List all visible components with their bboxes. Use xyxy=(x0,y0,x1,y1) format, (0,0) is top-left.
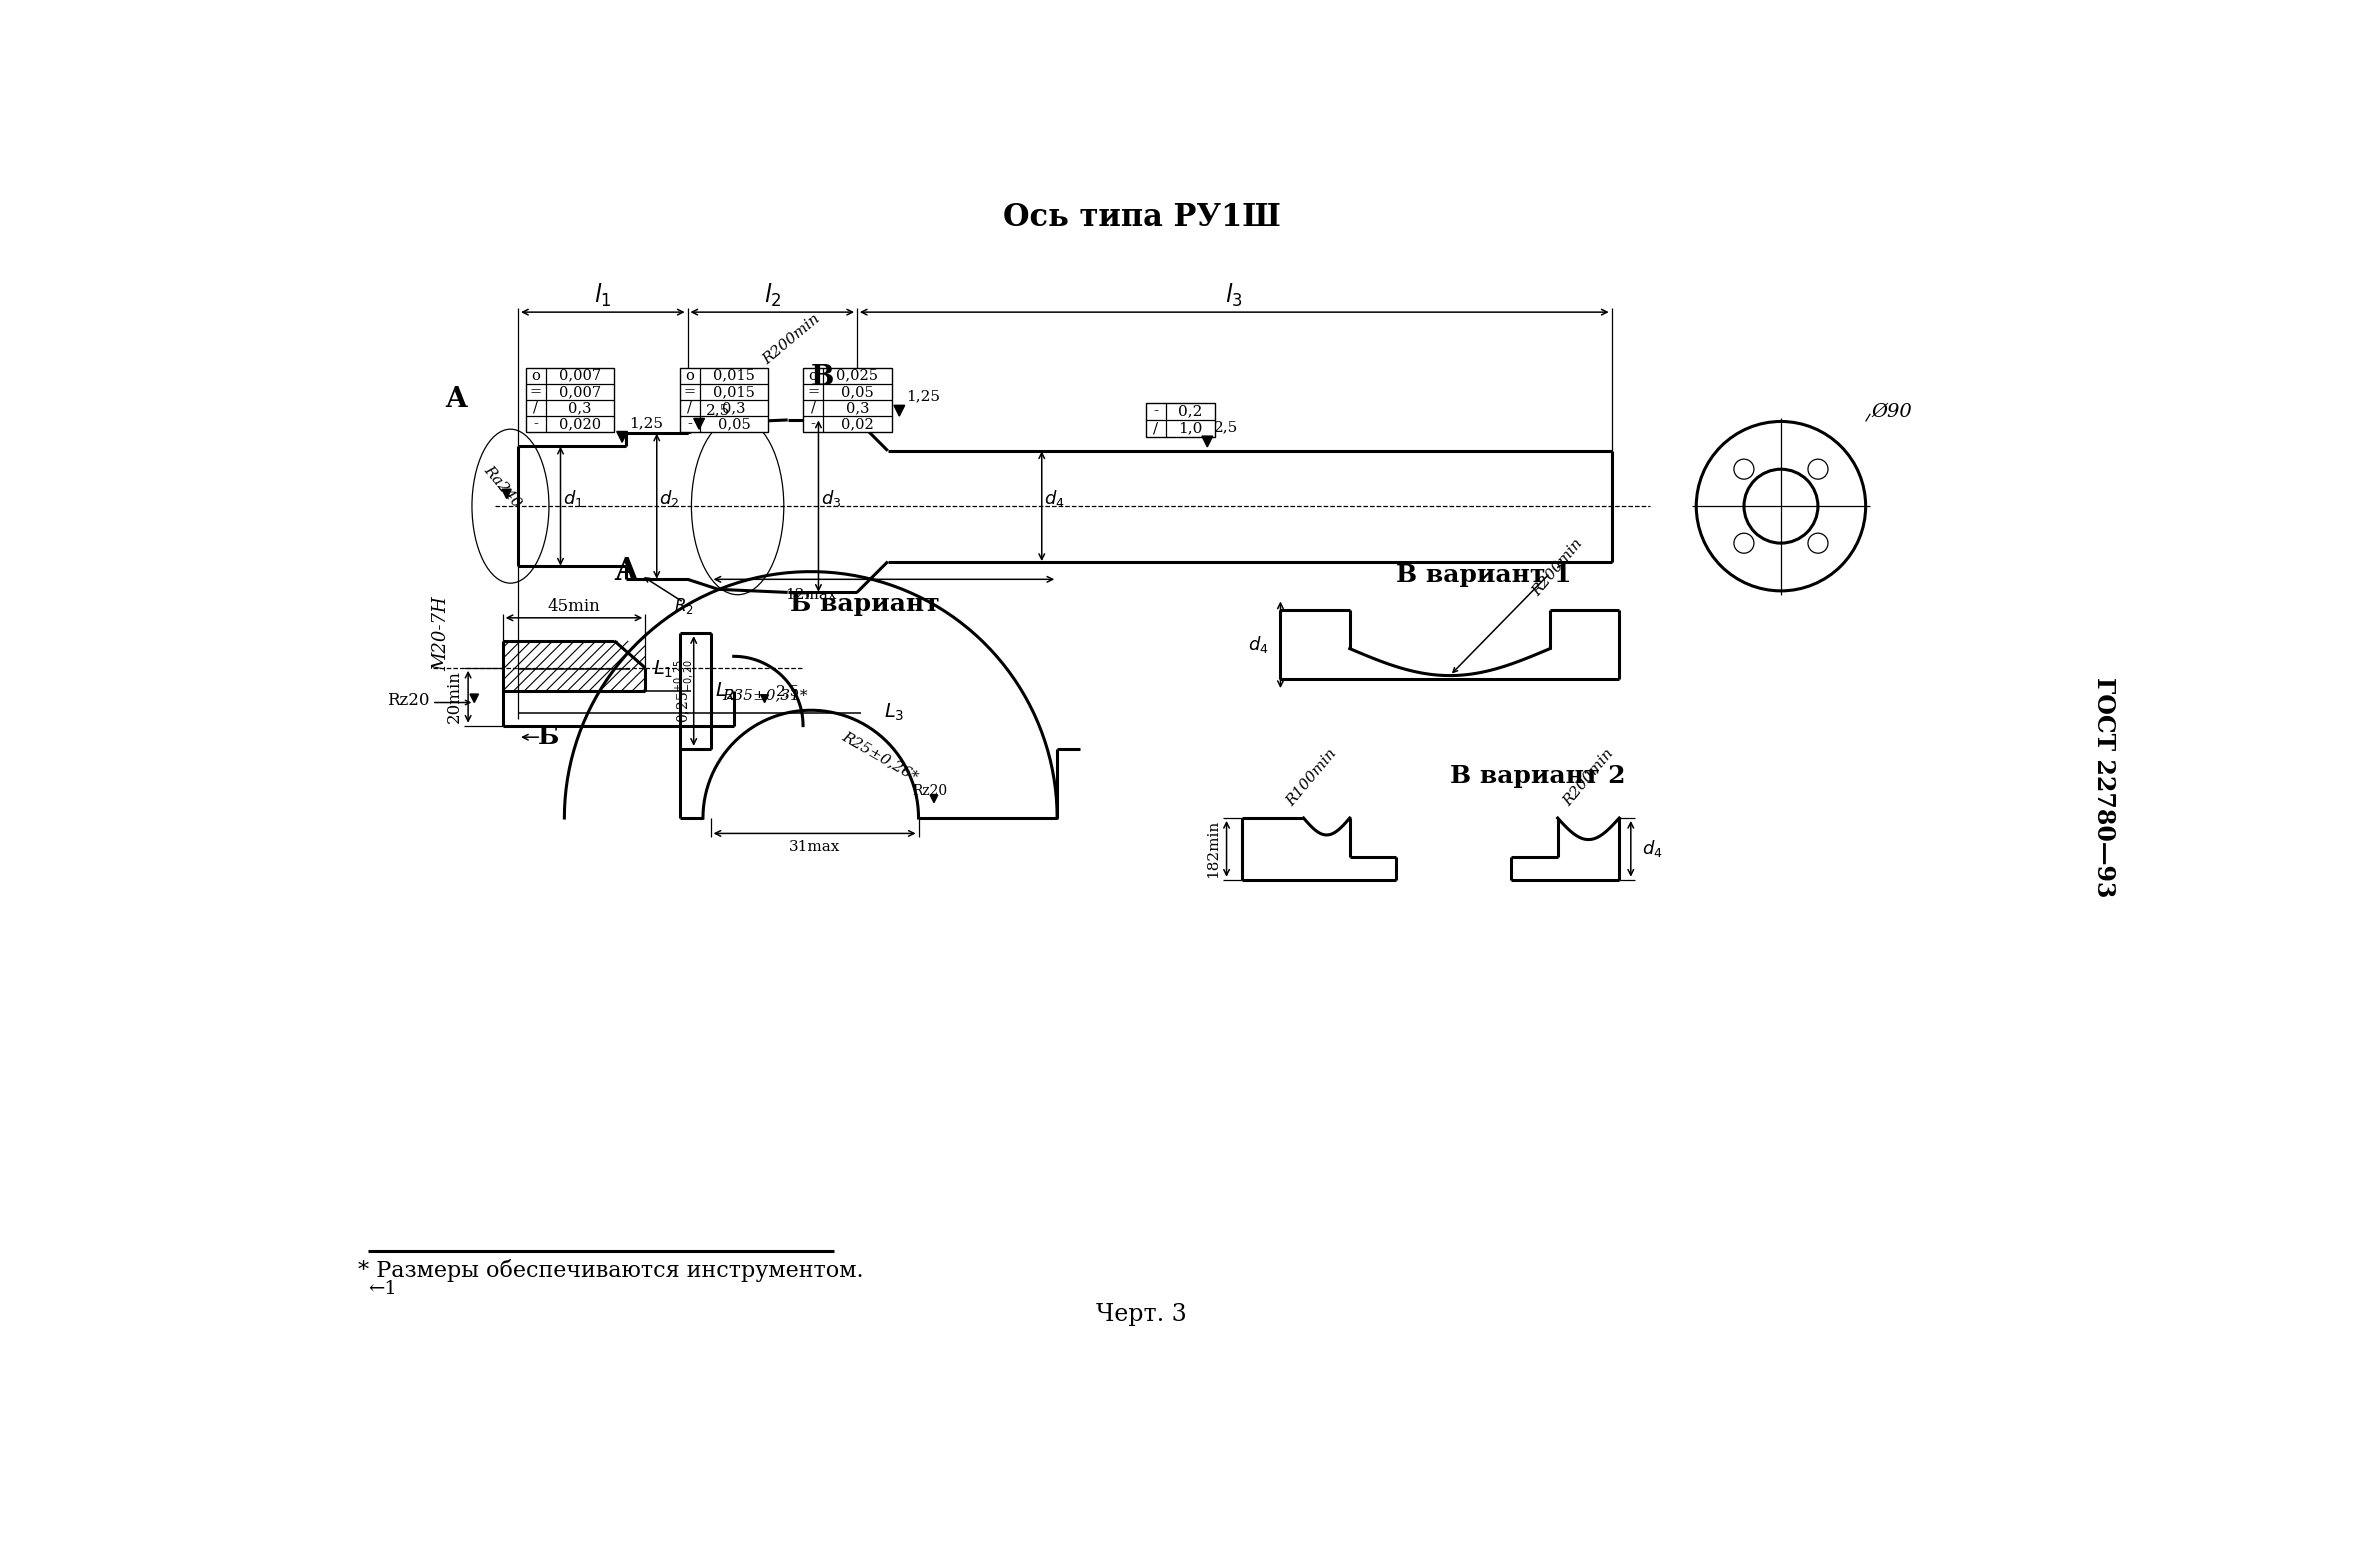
Text: 0,2: 0,2 xyxy=(1177,405,1203,419)
Text: $d_4$: $d_4$ xyxy=(1248,635,1270,655)
Text: $l_2$: $l_2$ xyxy=(764,282,781,309)
Text: Ось типа РУ1Ш: Ось типа РУ1Ш xyxy=(1004,202,1281,234)
Bar xyxy=(679,367,769,433)
Text: R200min: R200min xyxy=(1531,536,1585,599)
Text: $d_4$: $d_4$ xyxy=(1642,839,1663,859)
Text: Rz20: Rz20 xyxy=(914,784,947,798)
Text: $R_2$: $R_2$ xyxy=(674,596,693,616)
Text: 0,3: 0,3 xyxy=(845,401,869,416)
Polygon shape xyxy=(762,695,769,702)
Text: 0,05: 0,05 xyxy=(840,384,873,398)
Text: 45min: 45min xyxy=(548,597,600,615)
Text: -: - xyxy=(688,417,693,431)
Text: ГОСТ 22780—93: ГОСТ 22780—93 xyxy=(2093,677,2117,897)
Text: R35±0,31*: R35±0,31* xyxy=(721,688,807,702)
Text: 2,5: 2,5 xyxy=(707,403,731,417)
Text: /: / xyxy=(1153,422,1158,436)
Text: Б: Б xyxy=(539,724,560,750)
Text: В вариант 1: В вариант 1 xyxy=(1395,563,1571,588)
Text: -: - xyxy=(812,417,816,431)
Text: =: = xyxy=(683,384,695,398)
Text: Ø90: Ø90 xyxy=(1872,403,1913,422)
Text: 20min: 20min xyxy=(446,670,463,723)
Text: Rz20: Rz20 xyxy=(387,693,430,709)
Text: 0,025: 0,025 xyxy=(835,368,878,383)
Text: $d_1$: $d_1$ xyxy=(562,488,584,510)
Text: =: = xyxy=(807,384,819,398)
Text: o: o xyxy=(809,368,819,383)
Text: 1,25: 1,25 xyxy=(906,390,940,405)
Text: $l_3$: $l_3$ xyxy=(1224,282,1243,309)
Text: 0,3: 0,3 xyxy=(721,401,745,416)
Text: R200min: R200min xyxy=(1561,746,1616,809)
Text: o: o xyxy=(532,368,541,383)
Polygon shape xyxy=(503,489,510,499)
Text: $L_1$: $L_1$ xyxy=(653,659,674,681)
Text: 12max: 12max xyxy=(785,588,838,602)
Text: /: / xyxy=(534,401,539,416)
Text: Б вариант: Б вариант xyxy=(790,593,940,616)
Text: 0,007: 0,007 xyxy=(560,384,600,398)
Text: 2,5: 2,5 xyxy=(776,684,800,698)
Text: * Размеры обеспечиваются инструментом.: * Размеры обеспечиваются инструментом. xyxy=(358,1259,864,1281)
Text: 0,007: 0,007 xyxy=(560,368,600,383)
Text: $d_3$: $d_3$ xyxy=(821,488,840,510)
Polygon shape xyxy=(693,419,705,430)
Text: $d_2$: $d_2$ xyxy=(660,488,679,510)
Text: 0,020: 0,020 xyxy=(560,417,600,431)
Text: ←1: ←1 xyxy=(368,1279,396,1298)
Text: R25±0,26*: R25±0,26* xyxy=(840,729,921,784)
Text: 0,02: 0,02 xyxy=(840,417,873,431)
Text: /: / xyxy=(688,401,693,416)
Text: 31max: 31max xyxy=(788,840,840,855)
Text: $d_4$: $d_4$ xyxy=(1044,488,1065,510)
Text: M20-7H: M20-7H xyxy=(432,596,451,671)
Bar xyxy=(802,367,892,433)
Text: 1,25: 1,25 xyxy=(629,416,662,430)
Bar xyxy=(527,367,615,433)
Text: /: / xyxy=(812,401,816,416)
Text: 1,0: 1,0 xyxy=(1177,422,1203,436)
Polygon shape xyxy=(895,405,904,416)
Text: -: - xyxy=(534,417,539,431)
Text: 0,3: 0,3 xyxy=(570,401,591,416)
Text: 182min: 182min xyxy=(1205,820,1220,878)
Text: o: o xyxy=(686,368,695,383)
Text: B: B xyxy=(812,364,833,390)
Text: $L_2$: $L_2$ xyxy=(714,681,736,701)
Text: 0,25$^{+0,25}_{-0,20}$: 0,25$^{+0,25}_{-0,20}$ xyxy=(672,659,695,723)
Text: 0,05: 0,05 xyxy=(717,417,750,431)
Text: Ra240: Ra240 xyxy=(482,463,524,511)
Text: В вариант 2: В вариант 2 xyxy=(1450,764,1626,787)
Bar xyxy=(1146,403,1215,437)
Text: -: - xyxy=(1153,405,1158,419)
Polygon shape xyxy=(930,795,937,803)
Text: R200min: R200min xyxy=(759,310,823,367)
Text: Черт. 3: Черт. 3 xyxy=(1096,1303,1186,1327)
Text: 0,015: 0,015 xyxy=(714,368,755,383)
Text: 2,5: 2,5 xyxy=(1215,420,1239,434)
Text: A: A xyxy=(446,386,467,414)
Text: R100min: R100min xyxy=(1284,746,1338,809)
Text: 0,015: 0,015 xyxy=(714,384,755,398)
Text: A: A xyxy=(615,557,638,586)
Polygon shape xyxy=(470,695,479,702)
Text: $L_3$: $L_3$ xyxy=(883,702,904,723)
Polygon shape xyxy=(617,431,626,442)
Text: $l_1$: $l_1$ xyxy=(593,282,612,309)
Polygon shape xyxy=(1201,436,1213,447)
Text: =: = xyxy=(529,384,541,398)
